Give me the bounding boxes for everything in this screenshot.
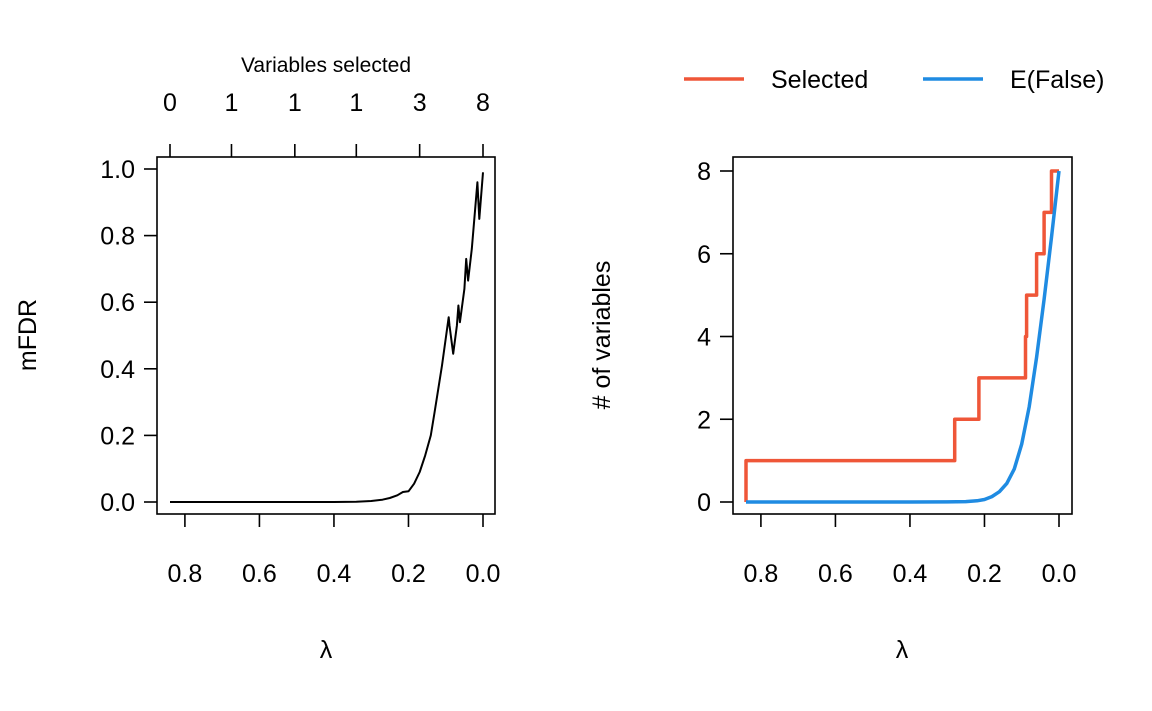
- top-tick-label: 1: [288, 89, 302, 117]
- variables-panel: 0.8 0.6 0.4 0.2 0.0 0 2 4 6 8 λ # of variables: [588, 156, 1077, 664]
- mfdr-x-axis-title: λ: [320, 636, 333, 664]
- variables-y-axis-title: # of variables: [588, 261, 616, 410]
- y-tick-label: 2: [697, 406, 711, 434]
- x-tick-label: 0.0: [1042, 560, 1077, 588]
- mfdr-x-axis: 0.8 0.6 0.4 0.2 0.0: [168, 514, 501, 588]
- y-tick-label: 0: [697, 489, 711, 517]
- x-tick-label: 0.8: [744, 560, 779, 588]
- x-tick-label: 0.2: [391, 560, 426, 588]
- x-tick-label: 0.0: [466, 560, 501, 588]
- x-tick-label: 0.6: [242, 560, 277, 588]
- y-tick-label: 1.0: [100, 156, 135, 184]
- top-axis-title: Variables selected: [241, 54, 411, 77]
- mfdr-y-axis-title: mFDR: [14, 299, 42, 371]
- x-tick-label: 0.8: [168, 560, 203, 588]
- y-tick-label: 0.0: [100, 489, 135, 517]
- variables-selected-top-axis: 0 1 1 1 3 8: [163, 89, 490, 157]
- x-tick-label: 0.4: [893, 560, 928, 588]
- mfdr-series-layer: [170, 172, 484, 503]
- legend: Selected E(False): [684, 66, 1104, 94]
- variables-y-axis: 0 2 4 6 8: [697, 158, 733, 517]
- y-tick-label: 4: [697, 324, 711, 352]
- mfdr-panel: 0.8 0.6 0.4 0.2 0.0 0.0 0.2 0.4 0.6 0.8 1.0 0 1 1 1 3…: [14, 54, 500, 664]
- series-line-mfdr: [170, 172, 484, 503]
- variables-x-axis: 0.8 0.6 0.4 0.2 0.0: [744, 514, 1077, 588]
- y-tick-label: 0.4: [100, 356, 135, 384]
- top-tick-label: 0: [163, 89, 177, 117]
- top-tick-label: 1: [225, 89, 239, 117]
- y-tick-label: 0.2: [100, 422, 135, 450]
- top-tick-label: 1: [349, 89, 363, 117]
- y-tick-label: 0.6: [100, 289, 135, 317]
- top-tick-label: 8: [476, 89, 490, 117]
- variables-series-layer: [744, 169, 1061, 504]
- x-tick-label: 0.6: [818, 560, 853, 588]
- variables-x-axis-title: λ: [896, 636, 909, 664]
- x-tick-label: 0.4: [317, 560, 352, 588]
- y-tick-label: 8: [697, 158, 711, 186]
- series-line-selected: [744, 169, 1059, 502]
- series-line-e-false: [746, 170, 1061, 504]
- x-tick-label: 0.2: [967, 560, 1002, 588]
- top-tick-label: 3: [413, 89, 427, 117]
- y-tick-label: 0.8: [100, 223, 135, 251]
- mfdr-y-axis: 0.0 0.2 0.4 0.6 0.8 1.0: [100, 156, 157, 517]
- mfdr-plot-frame: [156, 156, 496, 515]
- y-tick-label: 6: [697, 241, 711, 269]
- variables-plot-frame: [732, 156, 1073, 515]
- legend-label-efalse: E(False): [1010, 66, 1104, 94]
- legend-label-selected: Selected: [771, 66, 868, 94]
